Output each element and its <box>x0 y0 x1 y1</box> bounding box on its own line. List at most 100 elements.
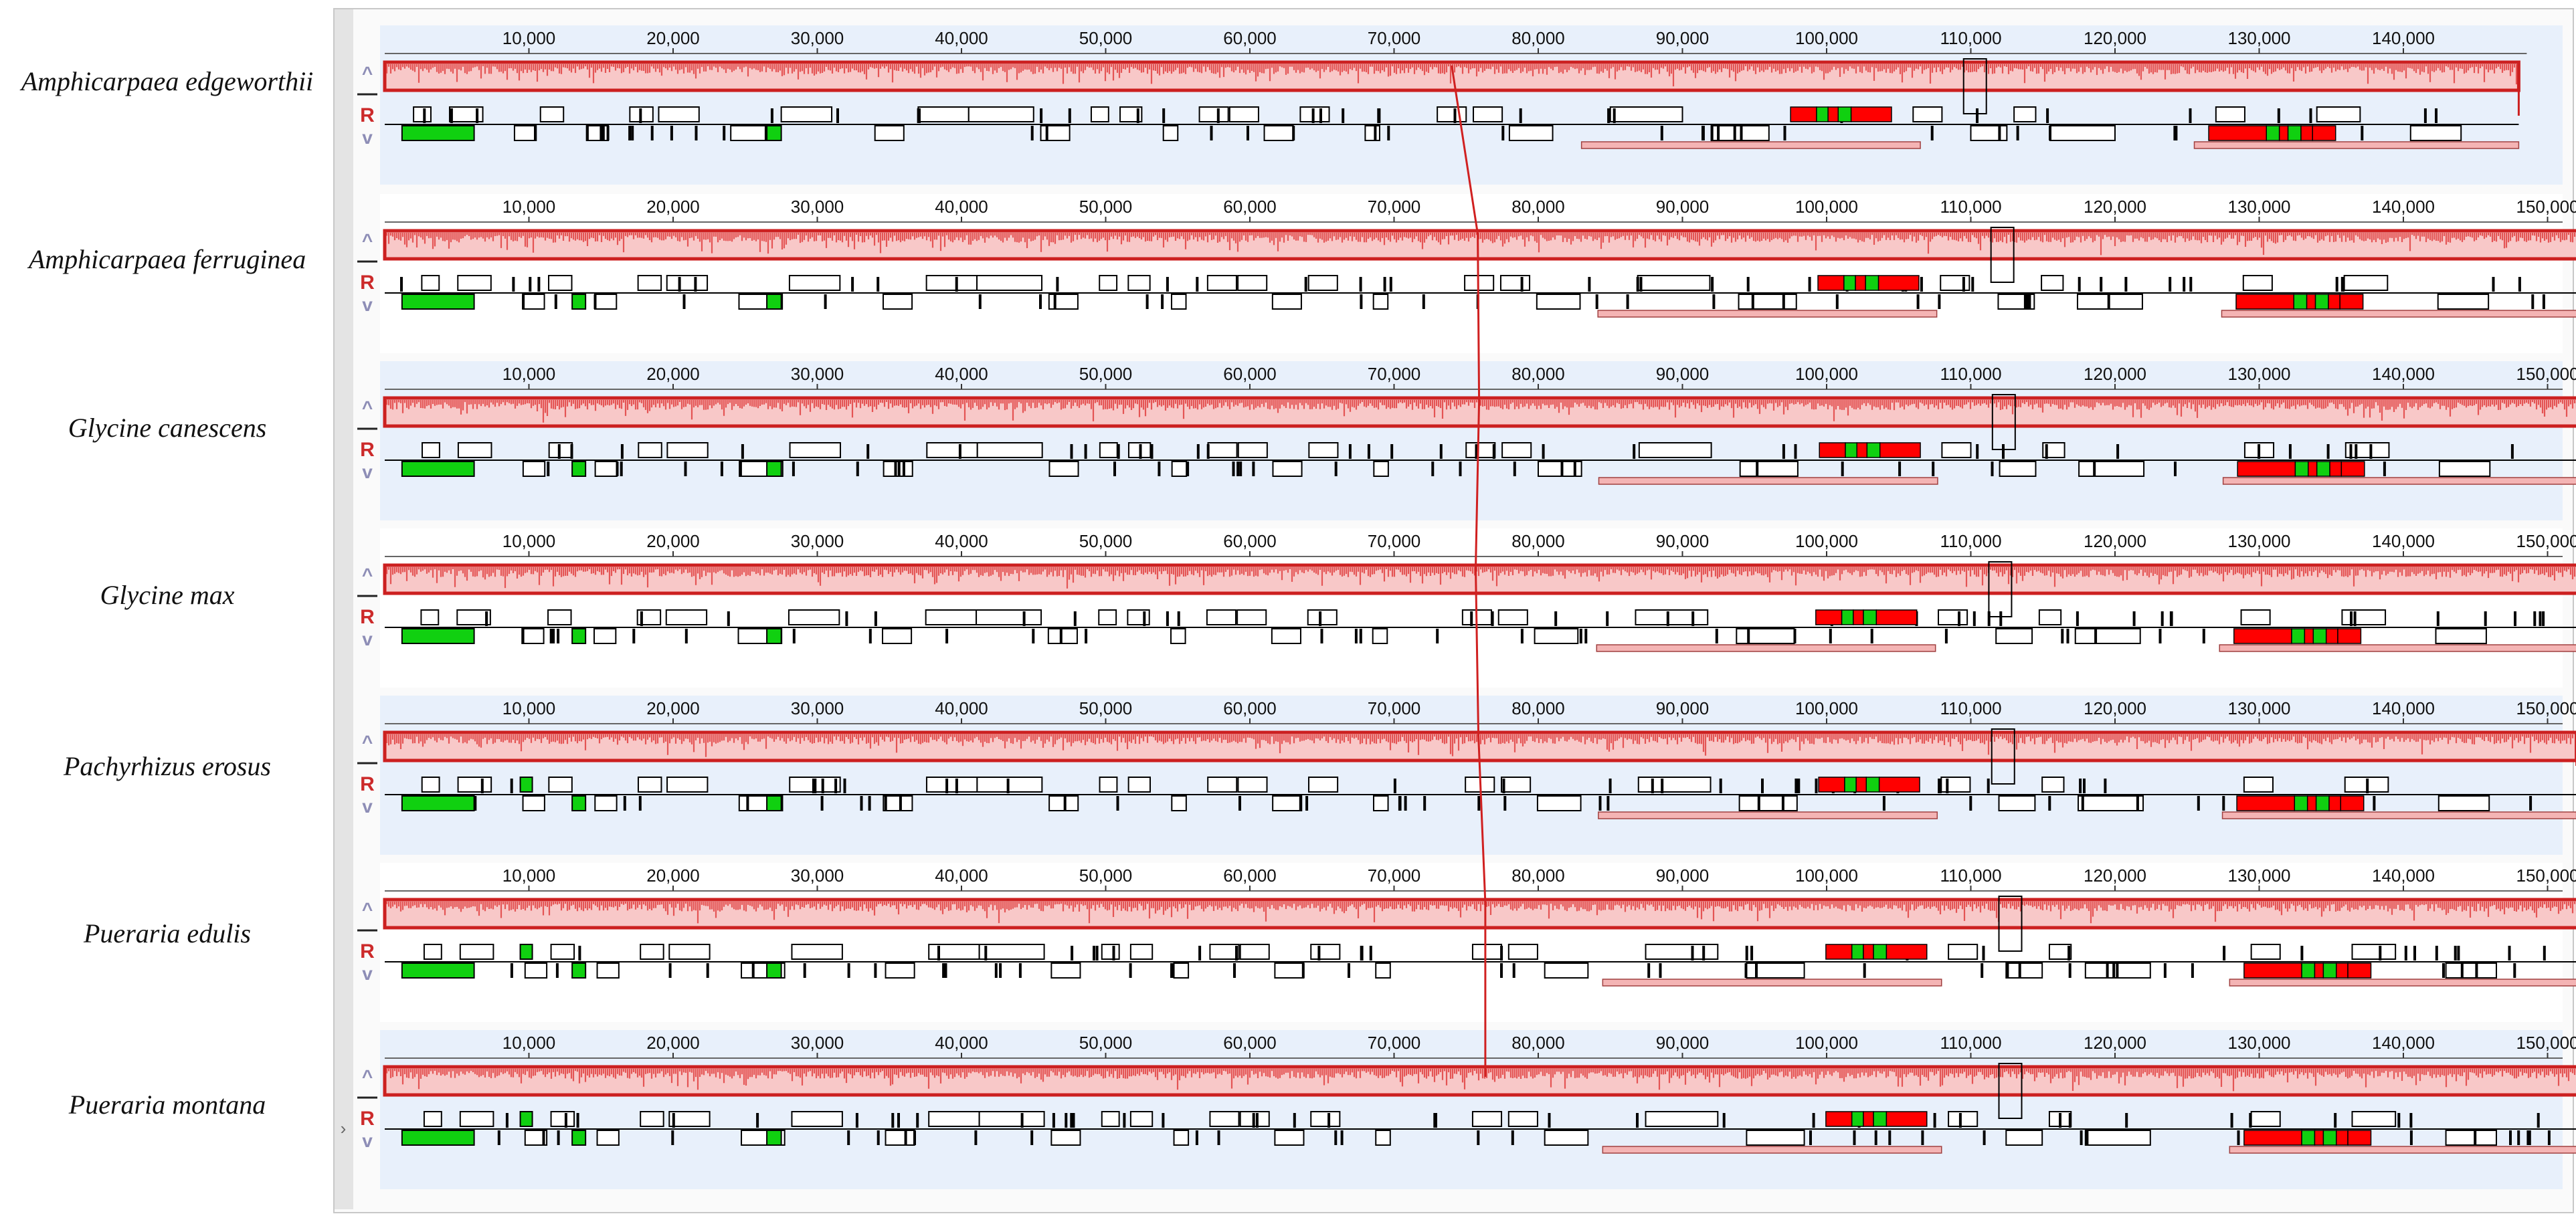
move-down-icon[interactable]: v <box>362 462 373 482</box>
gene-feature <box>1308 777 1339 793</box>
gene-feature <box>1237 442 1268 458</box>
selection-highlight-box <box>1998 1063 2023 1119</box>
gene-feature <box>1536 795 1582 811</box>
ir-gene-red <box>1850 106 1892 122</box>
move-up-icon[interactable]: ^ <box>361 732 373 752</box>
gene-feature <box>2049 125 2116 141</box>
reverse-complement-button[interactable]: R <box>360 272 375 294</box>
gene-feature <box>522 795 545 811</box>
gene-feature <box>459 944 494 960</box>
ruler-tick-label: 110,000 <box>1940 531 2001 551</box>
gene-feature <box>2042 442 2065 458</box>
ir-gene-red <box>2308 461 2318 477</box>
reverse-complement-button[interactable]: R <box>360 439 375 461</box>
gene-feature <box>1912 106 1943 122</box>
ruler-tick-label: 90,000 <box>1656 197 1710 217</box>
gene-feature <box>968 106 1034 122</box>
move-down-icon[interactable]: v <box>362 963 373 984</box>
hide-genome-button[interactable]: — <box>357 584 377 606</box>
hide-genome-button[interactable]: — <box>357 82 377 104</box>
gene-feature <box>1465 442 1496 458</box>
reverse-complement-button[interactable]: R <box>360 773 375 795</box>
reverse-complement-button[interactable]: R <box>360 606 375 628</box>
species-label-5: Pachyrhizus erosus <box>64 751 271 781</box>
move-up-icon[interactable]: ^ <box>361 1066 373 1087</box>
species-label-1: Amphicarpaea edgeworthii <box>21 66 314 96</box>
trna-gene-green <box>571 461 587 477</box>
gene-feature <box>2437 795 2490 811</box>
move-up-icon[interactable]: ^ <box>361 899 373 920</box>
ruler-tick-label: 150,000 <box>2516 197 2576 217</box>
rrna-gene-green <box>766 461 782 477</box>
genome-controls-5: ^ — R v <box>357 733 377 816</box>
gene-feature <box>1538 461 1582 477</box>
gene-feature <box>1364 125 1380 141</box>
ir-gene-red <box>2306 795 2317 811</box>
reverse-complement-button[interactable]: R <box>360 1108 375 1130</box>
move-up-icon[interactable]: ^ <box>361 565 373 585</box>
gene-feature <box>1995 628 2033 644</box>
hide-genome-button[interactable]: — <box>357 751 377 773</box>
gene-feature <box>1375 1130 1391 1146</box>
ruler-tick-label: 130,000 <box>2228 197 2291 217</box>
gene-feature <box>883 795 913 811</box>
ir-gene-red <box>2306 294 2316 310</box>
move-down-icon[interactable]: v <box>362 294 373 315</box>
move-up-icon[interactable]: ^ <box>361 397 373 418</box>
ruler-tick-label: 20,000 <box>646 28 700 48</box>
hide-genome-button[interactable]: — <box>357 1086 377 1108</box>
move-down-icon[interactable]: v <box>362 629 373 649</box>
gene-feature <box>1645 944 1719 960</box>
ruler-tick-label: 150,000 <box>2516 698 2576 718</box>
gene-feature <box>1375 962 1391 979</box>
ruler-tick-label: 60,000 <box>1223 197 1277 217</box>
hide-genome-button[interactable]: — <box>357 417 377 439</box>
move-down-icon[interactable]: v <box>362 1130 373 1151</box>
gene-feature <box>2316 106 2361 122</box>
gene-feature <box>2409 125 2462 141</box>
reverse-complement-button[interactable]: R <box>360 104 375 126</box>
rrna-gene-green <box>401 962 475 979</box>
hide-genome-button[interactable]: — <box>357 918 377 940</box>
gene-feature <box>1173 962 1190 979</box>
move-down-icon[interactable]: v <box>362 127 373 148</box>
genome-controls-3: ^ — R v <box>357 399 377 482</box>
lcb-connector-line <box>1451 65 1487 1077</box>
selection-highlight-box <box>1991 394 2016 450</box>
ir-gene-red <box>2325 628 2338 644</box>
gene-feature <box>1372 628 1388 644</box>
ruler-tick-label: 20,000 <box>646 197 700 217</box>
ruler-tick-label: 10,000 <box>502 1033 556 1053</box>
move-up-icon[interactable]: ^ <box>361 230 373 251</box>
gene-feature <box>1050 962 1081 979</box>
ir-gene-red <box>2312 125 2336 141</box>
ir-gene-red <box>2300 125 2313 141</box>
rrna-gene-green <box>766 1130 782 1146</box>
left-scroll-track[interactable] <box>335 9 353 1209</box>
move-up-icon[interactable]: ^ <box>361 63 373 84</box>
ir-gene-green <box>2316 461 2330 477</box>
gene-feature <box>2041 777 2065 793</box>
ruler-tick-label: 140,000 <box>2372 364 2435 384</box>
gene-feature <box>1471 1111 1503 1127</box>
gene-feature <box>1738 795 1798 811</box>
gene-feature <box>637 275 662 291</box>
gene-feature <box>1098 609 1117 625</box>
ruler-tick-label: 20,000 <box>646 531 700 551</box>
expand-panel-icon[interactable]: › <box>340 1118 347 1138</box>
gene-feature <box>1308 442 1339 458</box>
ruler-tick-label: 90,000 <box>1656 866 1710 886</box>
ir-gene-green <box>1816 106 1829 122</box>
inverted-repeat-bar <box>1598 477 1938 485</box>
gene-feature <box>423 1111 442 1127</box>
gene-feature <box>1970 125 2008 141</box>
ir-gene-red <box>2233 628 2292 644</box>
ruler-tick-label: 50,000 <box>1079 197 1133 217</box>
hide-genome-button[interactable]: — <box>357 249 377 272</box>
gene-feature <box>1047 628 1078 644</box>
move-down-icon[interactable]: v <box>362 796 373 817</box>
ruler-tick-label: 140,000 <box>2372 197 2435 217</box>
reverse-complement-button[interactable]: R <box>360 940 375 962</box>
genome-panel-1 <box>380 25 2563 185</box>
